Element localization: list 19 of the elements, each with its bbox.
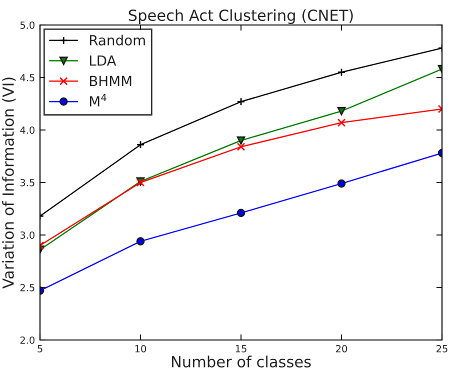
y-tick-label: 5.0	[20, 21, 34, 29]
y-tick-label: 4.0	[20, 126, 34, 134]
legend-label: BHMM	[90, 76, 132, 86]
legend-label: Random	[90, 34, 145, 46]
x-tick-label: 10	[135, 345, 146, 352]
y-tick-label: 3.0	[20, 231, 34, 239]
y-tick-label: 2.0	[20, 336, 34, 344]
x-tick-label: 20	[336, 345, 348, 352]
x-tick-label: 5	[38, 345, 42, 352]
y-axis-title: Variation of Information (VI)	[2, 78, 16, 289]
legend-label: LDA	[90, 56, 116, 66]
y-tick-label: 3.5	[20, 178, 34, 186]
y-tick-label: 2.5	[20, 284, 34, 292]
chart-title: Speech Act Clustering (CNET)	[128, 9, 353, 24]
x-tick-label: 15	[236, 345, 246, 352]
legend-label: M$^{4}$	[90, 94, 106, 106]
x-axis-title: Number of classes	[172, 356, 311, 368]
x-tick-label: 25	[436, 345, 448, 352]
y-tick-label: 4.5	[20, 74, 34, 82]
